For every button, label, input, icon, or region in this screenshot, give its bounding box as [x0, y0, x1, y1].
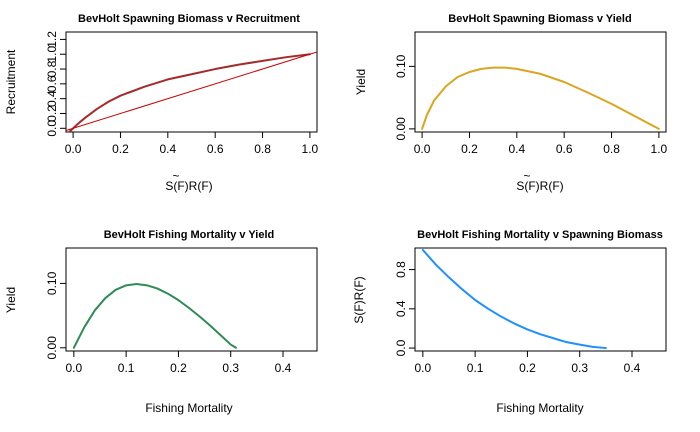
- panel1-plot-box: [65, 31, 318, 133]
- p1-x-tick-label: 0.4: [159, 142, 176, 156]
- p4-x-tick-label: 0.2: [519, 361, 536, 375]
- p4-series-line-0: [421, 248, 607, 350]
- p2-x-tick-label: 0.4: [508, 142, 525, 156]
- panel3-title: BevHolt Fishing Mortality v Yield: [104, 229, 275, 241]
- p4-x-tick-label: 0.3: [571, 361, 588, 375]
- p3-x-tick-label: 0.3: [222, 361, 239, 375]
- p4-y-tick-label: 0.8: [394, 261, 408, 278]
- panel3-y-axis: 0.00 0.10: [45, 271, 66, 359]
- panel2-plot-box: [414, 31, 667, 133]
- p3-x-tick-label: 0.1: [118, 361, 135, 375]
- p3-x-tick-label: 0.4: [275, 361, 292, 375]
- p3-series-line-0: [72, 283, 237, 349]
- p1-y-tick-label: 0.8: [45, 60, 59, 77]
- panel4-y-axis: 0.0 0.4 0.8: [394, 261, 415, 356]
- p1-x-tick-label: 1.0: [302, 142, 319, 156]
- panel2-x-axis-label-tilde: ~: [523, 169, 530, 183]
- panel1-title: BevHolt Spawning Biomass v Recruitment: [78, 13, 300, 25]
- p1-series-line-1: [66, 51, 317, 132]
- p1-y-tick-label: 1.0: [45, 46, 59, 63]
- p3-y-tick-label: 0.10: [45, 271, 59, 295]
- panel-fishing-mortality-v-yield: BevHolt Fishing Mortality v Yield 0.0 0.1…: [4, 229, 318, 415]
- panel4-plot-box: [414, 247, 667, 352]
- p1-x-tick-label: 0.8: [254, 142, 271, 156]
- panel1-x-axis-label: S(F)R(F): [165, 179, 212, 193]
- panel2-series: [421, 66, 660, 130]
- panel3-series: [72, 283, 237, 349]
- panel-spawning-biomass-v-yield: BevHolt Spawning Biomass v Yield 0.0 0.2 0…: [354, 13, 668, 193]
- panel2-y-axis: 0.00 0.10: [394, 54, 415, 141]
- panel2-x-axis-label: S(F)R(F): [516, 179, 563, 193]
- p3-x-tick-label: 0.2: [170, 361, 187, 375]
- p1-y-tick-label: 0.2: [45, 105, 59, 122]
- p2-x-tick-label: 0.2: [461, 142, 478, 156]
- panel2-title: BevHolt Spawning Biomass v Yield: [448, 13, 631, 25]
- p1-y-tick-label: 0.6: [45, 75, 59, 92]
- p3-y-tick-label: 0.00: [45, 336, 59, 360]
- panel4-title: BevHolt Fishing Mortality v Spawning Bio…: [417, 229, 663, 241]
- panel1-y-axis: 0.00.20.40.60.81.01.2: [45, 31, 66, 137]
- p4-y-tick-label: 0.0: [394, 339, 408, 356]
- p3-x-tick-label: 0.0: [66, 361, 83, 375]
- panel4-x-axis: 0.0 0.1 0.2 0.3 0.4: [415, 351, 641, 375]
- p1-y-tick-label: 0.4: [45, 90, 59, 107]
- p1-x-tick-label: 0.6: [207, 142, 224, 156]
- panel3-x-axis: 0.0 0.1 0.2 0.3 0.4: [66, 351, 292, 375]
- p4-x-tick-label: 0.1: [467, 361, 484, 375]
- panel4-series: [421, 248, 607, 350]
- p4-x-tick-label: 0.4: [624, 361, 641, 375]
- panel4-x-axis-label: Fishing Mortality: [496, 401, 583, 415]
- panel1-series: [66, 51, 317, 132]
- p1-series-line-0: [67, 53, 311, 132]
- panel3-y-axis-label: Yield: [4, 287, 18, 313]
- panel4-y-axis-label: S(F)R(F): [352, 276, 366, 323]
- p4-x-tick-label: 0.0: [415, 361, 432, 375]
- panel1-y-axis-label: Recruitment: [4, 49, 18, 114]
- p2-y-tick-label: 0.10: [394, 54, 408, 78]
- p1-y-tick-label: 0.0: [45, 120, 59, 137]
- p4-y-tick-label: 0.4: [394, 300, 408, 317]
- p2-x-tick-label: 0.0: [414, 142, 431, 156]
- panel2-y-axis-label: Yield: [354, 69, 368, 95]
- p2-x-tick-label: 0.8: [603, 142, 620, 156]
- p2-series-line-0: [421, 66, 660, 130]
- panel-spawning-biomass-v-recruitment: BevHolt Spawning Biomass v Recruitment 0…: [4, 13, 319, 193]
- panel1-x-axis: 0.0 0.2 0.4 0.6 0.8 1.0: [65, 132, 319, 156]
- panel-fishing-mortality-v-spawning-biomass: BevHolt Fishing Mortality v Spawning Bio…: [352, 229, 667, 415]
- p2-y-tick-label: 0.00: [394, 117, 408, 141]
- panel1-x-axis-label-tilde: ~: [172, 169, 179, 183]
- p1-x-tick-label: 0.0: [65, 142, 82, 156]
- panel2-x-axis: 0.0 0.2 0.4 0.6 0.8 1.0: [414, 132, 668, 156]
- panel3-plot-box: [65, 247, 318, 352]
- p1-y-tick-label: 1.2: [45, 31, 59, 48]
- panel3-x-axis-label: Fishing Mortality: [145, 401, 232, 415]
- p1-x-tick-label: 0.2: [112, 142, 129, 156]
- p2-x-tick-label: 1.0: [651, 142, 668, 156]
- p2-x-tick-label: 0.6: [556, 142, 573, 156]
